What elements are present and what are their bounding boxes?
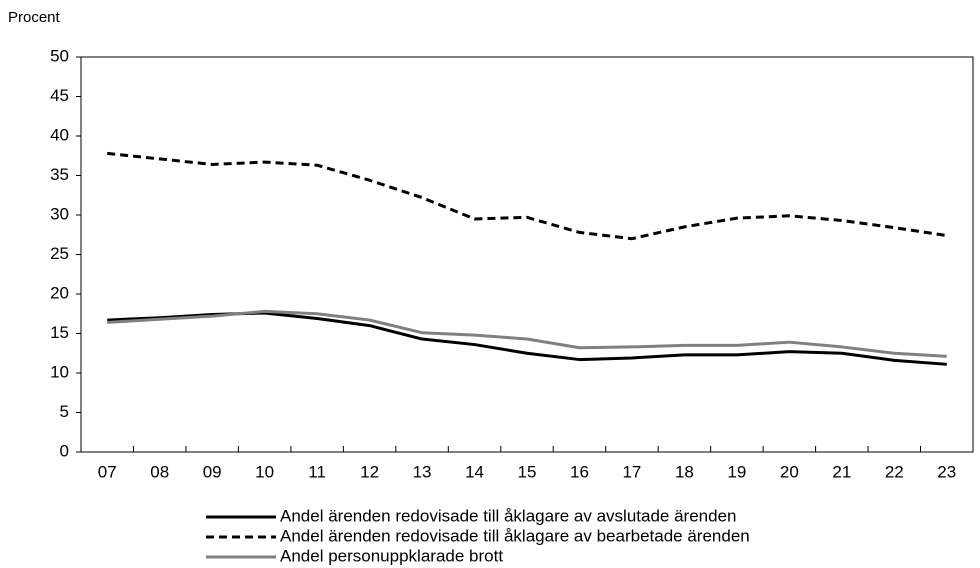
- y-tick-label: 50: [50, 46, 69, 65]
- x-tick-label: 09: [203, 462, 222, 481]
- x-tick-label: 19: [727, 462, 746, 481]
- x-tick-label: 08: [150, 462, 169, 481]
- legend-label: Andel ärenden redovisade till åklagare a…: [280, 526, 750, 545]
- x-tick-label: 12: [360, 462, 379, 481]
- y-axis-label: Procent: [8, 9, 61, 26]
- y-tick-label: 40: [50, 125, 69, 144]
- x-tick-label: 07: [98, 462, 117, 481]
- x-tick-label: 11: [308, 462, 326, 481]
- x-tick-label: 23: [937, 462, 956, 481]
- y-tick-label: 5: [60, 402, 69, 421]
- x-tick-label: 22: [885, 462, 904, 481]
- x-tick-label: 16: [570, 462, 589, 481]
- x-tick-label: 10: [255, 462, 274, 481]
- y-tick-label: 0: [60, 441, 69, 460]
- y-tick-label: 30: [50, 204, 69, 223]
- legend-label: Andel personuppklarade brott: [280, 546, 503, 565]
- x-tick-label: 15: [518, 462, 537, 481]
- legend-label: Andel ärenden redovisade till åklagare a…: [280, 506, 736, 525]
- x-tick-label: 20: [780, 462, 799, 481]
- y-tick-label: 25: [50, 244, 69, 263]
- x-tick-label: 17: [622, 462, 641, 481]
- y-tick-label: 15: [50, 323, 69, 342]
- x-tick-label: 14: [465, 462, 484, 481]
- x-tick-label: 18: [675, 462, 694, 481]
- y-tick-label: 20: [50, 283, 69, 302]
- y-tick-label: 10: [50, 362, 69, 381]
- x-tick-label: 13: [413, 462, 432, 481]
- plot-frame: [80, 56, 974, 453]
- series-line: [107, 309, 947, 358]
- y-tick-label: 45: [50, 86, 69, 105]
- x-tick-label: 21: [832, 462, 851, 481]
- y-tick-label: 35: [50, 165, 69, 184]
- series-line: [107, 151, 947, 241]
